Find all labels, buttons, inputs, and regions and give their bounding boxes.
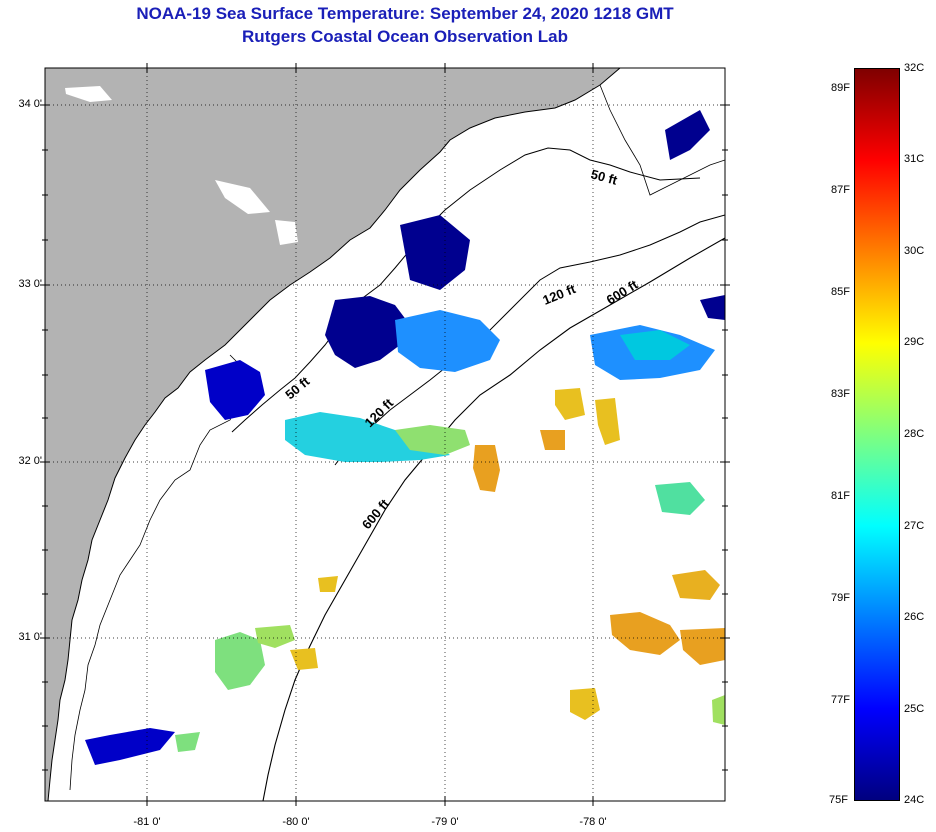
isobath-120ft	[334, 214, 725, 466]
sst-patch-yellow-3	[570, 688, 600, 720]
colorbar-c-label-26: 26C	[904, 611, 925, 623]
temperature-colorbar	[854, 68, 900, 801]
sst-patch-green	[395, 425, 470, 455]
colorbar-f-label-87: 87F	[831, 184, 850, 196]
contour-label-50ft-north: 50 ft	[589, 166, 619, 188]
sst-patch-dark-blue-2	[400, 215, 470, 290]
colorbar-c-label-25: 25C	[904, 703, 925, 715]
sst-patch-yellow-5	[318, 576, 338, 592]
colorbar-c-label-32: 32C	[904, 62, 925, 74]
cloud-patch-2	[275, 220, 298, 245]
map-title: NOAA-19 Sea Surface Temperature: Septemb…	[136, 4, 674, 23]
lat-label-34: 34 0'	[18, 98, 42, 110]
sst-patch-green-sw	[215, 632, 265, 690]
lat-label-32: 32 0'	[18, 455, 42, 467]
lon-label-81: -81 0'	[133, 816, 161, 828]
colorbar-c-label-30: 30C	[904, 245, 925, 257]
colorbar-f-label-75: 75F	[829, 794, 848, 806]
colorbar-c-label-27: 27C	[904, 520, 925, 532]
sst-patch-green-sw-3	[175, 732, 200, 752]
sst-patch-green-sw-2	[255, 625, 295, 648]
isobath-600ft	[262, 237, 725, 801]
sst-patch-yellow-4	[290, 648, 318, 670]
sst-patch-blue-sw	[85, 728, 175, 765]
cloud-patch-3	[65, 86, 112, 102]
colorbar-c-label-31: 31C	[904, 153, 925, 165]
sst-patch-orange	[473, 445, 500, 492]
lon-label-78: -78 0'	[579, 816, 607, 828]
land-mass	[45, 68, 620, 801]
sst-patch-orange-5	[540, 430, 565, 450]
lat-lon-grid	[45, 68, 725, 801]
sst-patch-light-blue	[395, 310, 500, 372]
lat-label-31: 31 0'	[18, 631, 42, 643]
map-frame	[44, 67, 726, 802]
sst-patch-cyan	[285, 412, 450, 462]
sst-patch-dark-blue-nc	[665, 110, 710, 160]
sst-patch-yellow-2	[595, 398, 620, 445]
sst-patch-orange-3	[680, 628, 725, 665]
lon-label-79: -79 0'	[431, 816, 459, 828]
colorbar-f-label-79: 79F	[831, 592, 850, 604]
sst-patch-yellow	[555, 388, 585, 420]
sst-patch-orange-4	[672, 570, 720, 600]
colorbar-f-label-85: 85F	[831, 286, 850, 298]
lon-label-80: -80 0'	[282, 816, 310, 828]
sst-patch-green-east	[712, 695, 725, 725]
sst-patch-dark-blue-e	[700, 295, 725, 320]
sst-patch-blue	[205, 360, 265, 420]
sst-patch-orange-2	[610, 612, 680, 655]
nc-coast-detail	[599, 84, 725, 196]
sst-patch-teal-east	[655, 482, 705, 515]
colorbar-f-label-83: 83F	[831, 388, 850, 400]
colorbar-c-label-24: 24C	[904, 794, 925, 806]
colorbar-c-label-28: 28C	[904, 428, 925, 440]
colorbar-c-label-29: 29C	[904, 336, 925, 348]
sst-patches	[85, 110, 725, 765]
colorbar-f-label-77: 77F	[831, 694, 850, 706]
colorbar-f-label-81: 81F	[831, 490, 850, 502]
lat-label-33: 33 0'	[18, 278, 42, 290]
map-subtitle: Rutgers Coastal Ocean Observation Lab	[242, 27, 568, 46]
sst-patch-dark-blue	[325, 296, 410, 368]
axis-ticks	[40, 63, 730, 806]
coastline	[47, 68, 621, 801]
sst-patch-cyan-east	[620, 330, 690, 360]
colorbar-f-label-89: 89F	[831, 82, 850, 94]
cloud-patch-1	[215, 180, 270, 214]
